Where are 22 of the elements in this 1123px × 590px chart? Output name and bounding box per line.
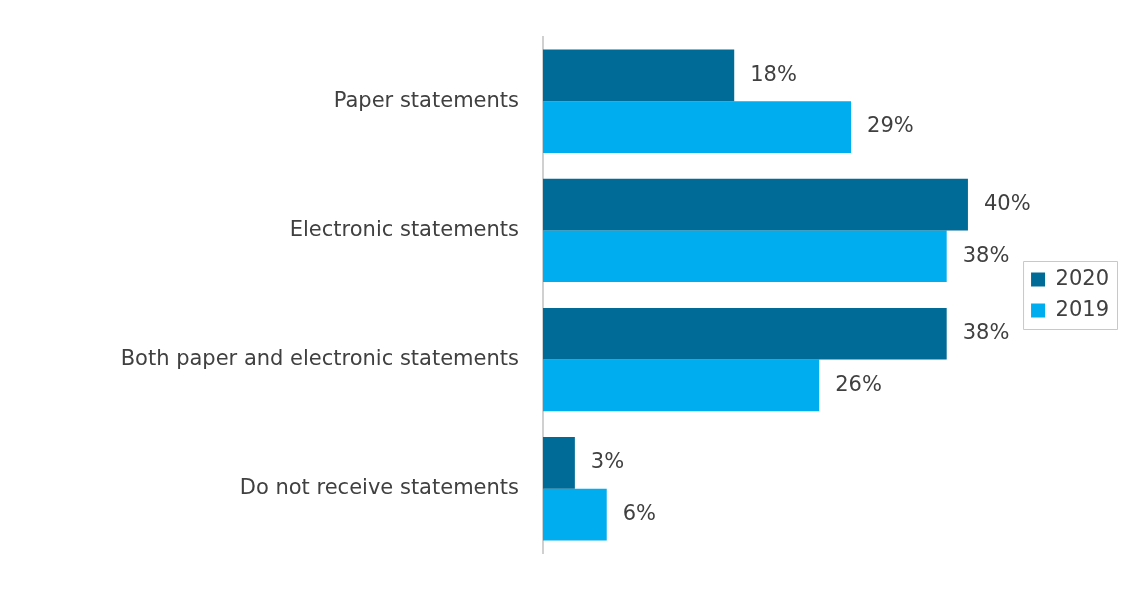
- bar: [543, 437, 575, 489]
- bar: [543, 101, 852, 153]
- bar: [543, 488, 607, 541]
- data-label: 3%: [590, 449, 625, 474]
- legend-label: 2020: [1055, 265, 1110, 290]
- y-tick-label: Do not receive statements: [239, 475, 519, 500]
- data-label: 40%: [983, 191, 1031, 216]
- data-label: 29%: [867, 113, 914, 138]
- y-tick-label: Electronic statements: [289, 216, 519, 241]
- bar: [543, 178, 968, 231]
- data-label: 38%: [962, 320, 1010, 345]
- data-label: 18%: [750, 61, 797, 86]
- data-label: 38%: [962, 242, 1010, 267]
- bar: [543, 307, 947, 360]
- bar: [543, 49, 735, 102]
- bar: [543, 359, 820, 412]
- data-label: 6%: [622, 501, 657, 526]
- data-label: 26%: [835, 371, 882, 396]
- bar: [543, 230, 947, 283]
- y-tick-label: Paper statements: [333, 87, 519, 112]
- legend-label: 2019: [1055, 296, 1110, 321]
- y-tick-label: Both paper and electronic statements: [120, 346, 519, 371]
